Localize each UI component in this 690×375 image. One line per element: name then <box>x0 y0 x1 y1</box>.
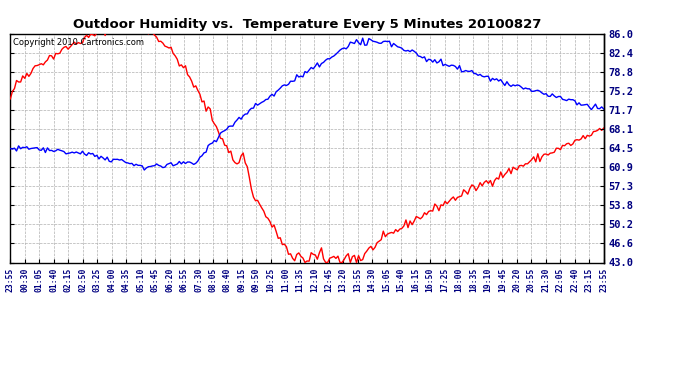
Title: Outdoor Humidity vs.  Temperature Every 5 Minutes 20100827: Outdoor Humidity vs. Temperature Every 5… <box>73 18 541 31</box>
Text: Copyright 2010 Cartronics.com: Copyright 2010 Cartronics.com <box>13 38 144 47</box>
